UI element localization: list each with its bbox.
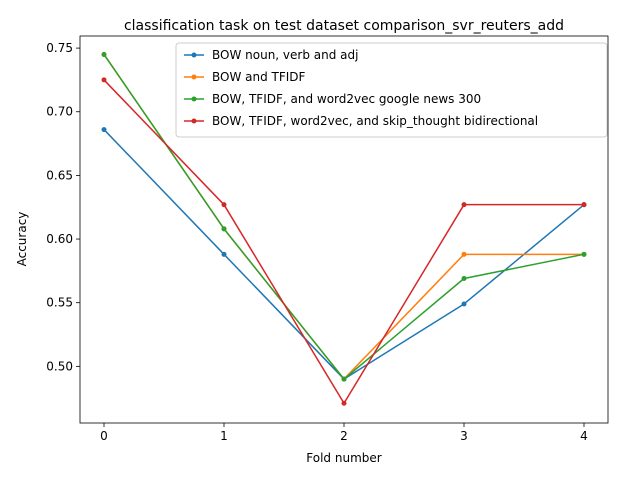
legend-label: BOW, TFIDF, and word2vec google news 300 [212,92,481,106]
data-point [341,376,347,382]
legend: BOW noun, verb and adj BOW and TFIDF BOW, … [175,42,608,138]
y-tick-label: 0.70 [46,105,73,119]
y-tick-label: 0.60 [46,232,73,246]
axes: 0 1 2 3 4 0.50 0.55 0.60 0.65 0.70 0.75 [46,35,609,443]
legend-label: BOW noun, verb and adj [212,48,358,62]
legend-marker [191,118,197,124]
data-point [581,251,587,257]
data-point [581,202,587,208]
legend-label: BOW, TFIDF, word2vec, and skip_thought b… [212,114,538,128]
data-point [101,51,107,57]
data-point [221,202,227,208]
y-tick-label: 0.50 [46,359,73,373]
legend-marker [191,74,197,80]
x-axis-label: Fold number [306,451,381,465]
data-point [461,276,467,282]
legend-box [175,42,608,138]
y-tick-label: 0.65 [46,168,73,182]
chart-title: classification task on test dataset comp… [124,18,564,34]
plot-area [101,51,587,406]
legend-marker [191,96,197,102]
x-tick-label: 0 [100,429,108,443]
data-point [101,127,107,133]
legend-label: BOW and TFIDF [212,70,306,84]
data-point [221,251,227,257]
x-tick-label: 1 [220,429,228,443]
y-tick-label: 0.75 [46,41,73,55]
data-point [461,301,467,307]
legend-marker [191,52,197,58]
data-point [461,202,467,208]
data-point [461,251,467,257]
x-tick-label: 2 [340,429,348,443]
x-tick-label: 3 [460,429,468,443]
y-tick-label: 0.55 [46,296,73,310]
y-axis-label: Accuracy [15,212,29,267]
data-point [101,77,107,83]
x-tick-label: 4 [580,429,588,443]
data-point [221,226,227,232]
data-point [341,400,347,406]
